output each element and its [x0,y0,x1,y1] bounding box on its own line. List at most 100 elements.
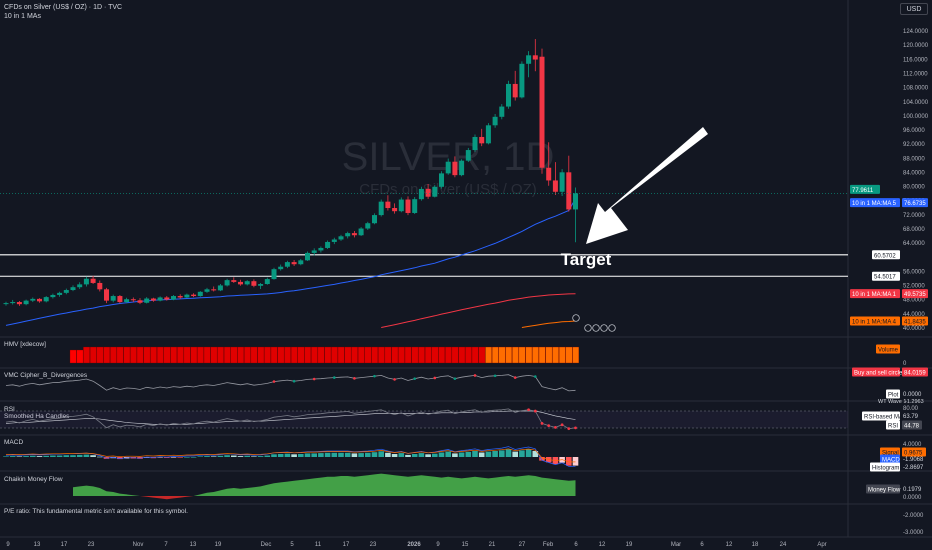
price-tick: 116.0000 [903,57,928,63]
macd-hist-value: -2.8697 [903,465,924,471]
candle-body [23,300,29,305]
ma5-label: 10 in 1 MA:MA 5 [852,201,897,207]
macd-hist-bar [331,452,338,457]
macd-hist-bar [499,450,505,457]
volume-bar [478,346,486,364]
price-tick: 44.0000 [903,312,925,318]
volume-bar [116,346,124,364]
ma5-value: 76.6735 [904,201,926,207]
cmf-flow-value: 0.1979 [903,487,922,493]
candle [83,276,89,287]
candle-body [224,280,230,286]
candle [137,298,143,305]
candle [358,227,364,236]
macd-hist-bar [445,451,451,457]
candle [398,197,404,213]
price-tick: 88.0000 [903,156,925,162]
candle-body [499,106,505,117]
candle-body [305,252,310,261]
volume-bar [518,346,526,364]
candle [157,296,163,302]
volume-bar [136,346,144,364]
candle [412,197,418,215]
candle [499,104,505,120]
macd-hist-bar [224,455,230,457]
candle-body [439,173,444,187]
candle-body [358,228,364,236]
candle [573,187,578,243]
candle [251,279,257,288]
last-price-label-bg [850,184,880,194]
candle-body [445,161,451,174]
candle [63,288,69,295]
price-tick: 40.0000 [903,326,925,332]
candle [150,297,156,302]
candle [77,282,83,289]
volume-bar [311,346,318,364]
candle [378,199,384,217]
candle [57,291,63,297]
macd-hist-bar [251,456,257,457]
currency-button[interactable]: USD [900,3,928,15]
pe-ratio-note: P/E ratio: This fundamental metric isn't… [4,508,188,515]
ma-legend[interactable]: 10 in 1 MAs [4,13,41,20]
macd-hist-bar [351,453,358,457]
candle-body [351,233,357,236]
volume-bar [512,346,519,364]
volume-bar [552,346,559,364]
candle-body [412,199,418,213]
price-tick: 104.0000 [903,100,929,106]
candle-body [378,201,384,216]
macd-hist-bar [405,454,411,457]
volume-bar [130,346,137,364]
macd-hist-bar [244,455,250,457]
candle [271,267,277,280]
chart-title: CFDs on Silver (US$ / OZ) · 1D · TVC [4,4,123,11]
candle-body [70,287,76,291]
volume-bar [331,346,338,364]
vmc-signal-dot [473,374,477,377]
candle-body [271,269,277,280]
macd-hist-bar [284,453,291,457]
volume-bar [110,346,117,364]
candle-body [365,223,371,229]
time-tick: 2026 [407,542,421,548]
candle-body [492,116,498,126]
candle-body [50,294,56,298]
cmf-positive-area [73,473,576,496]
volume-bar [357,346,365,364]
vmc-wt-label: WT Wave 1 [878,399,906,405]
price-tick: 96.0000 [903,128,925,134]
macd-hist-bar [184,457,190,458]
rsi-value-bg [902,420,922,430]
candle-body [211,289,217,291]
rsi-ma-value: 63.79 [903,414,919,420]
price-tick: 80.0000 [903,185,925,191]
volume-bar [284,346,291,364]
candle [231,277,237,283]
macd-hist-bar [36,456,43,457]
ma-line [5,198,576,326]
price-tick: 68.0000 [903,227,925,233]
volume-bar [217,346,224,364]
ma4-label: 10 in 1 MA:MA 4 [852,319,897,325]
macd-hist-bar [318,453,324,457]
time-tick: 13 [34,542,41,548]
candle [566,155,572,212]
candle-body [532,55,538,60]
target-upper-label-bg [872,250,900,260]
candle-body [43,297,49,302]
candle [211,286,217,292]
candle-body [526,55,532,64]
candle [385,195,391,211]
ma-line [381,293,576,328]
candle [164,296,170,301]
candle [217,284,223,292]
candle-body [284,262,290,267]
macd-hist-bar [231,455,237,457]
candle-body [432,186,438,197]
macd-hist-label-bg [870,462,900,472]
candle-body [298,260,304,265]
price-tick: 64.0000 [903,241,925,247]
